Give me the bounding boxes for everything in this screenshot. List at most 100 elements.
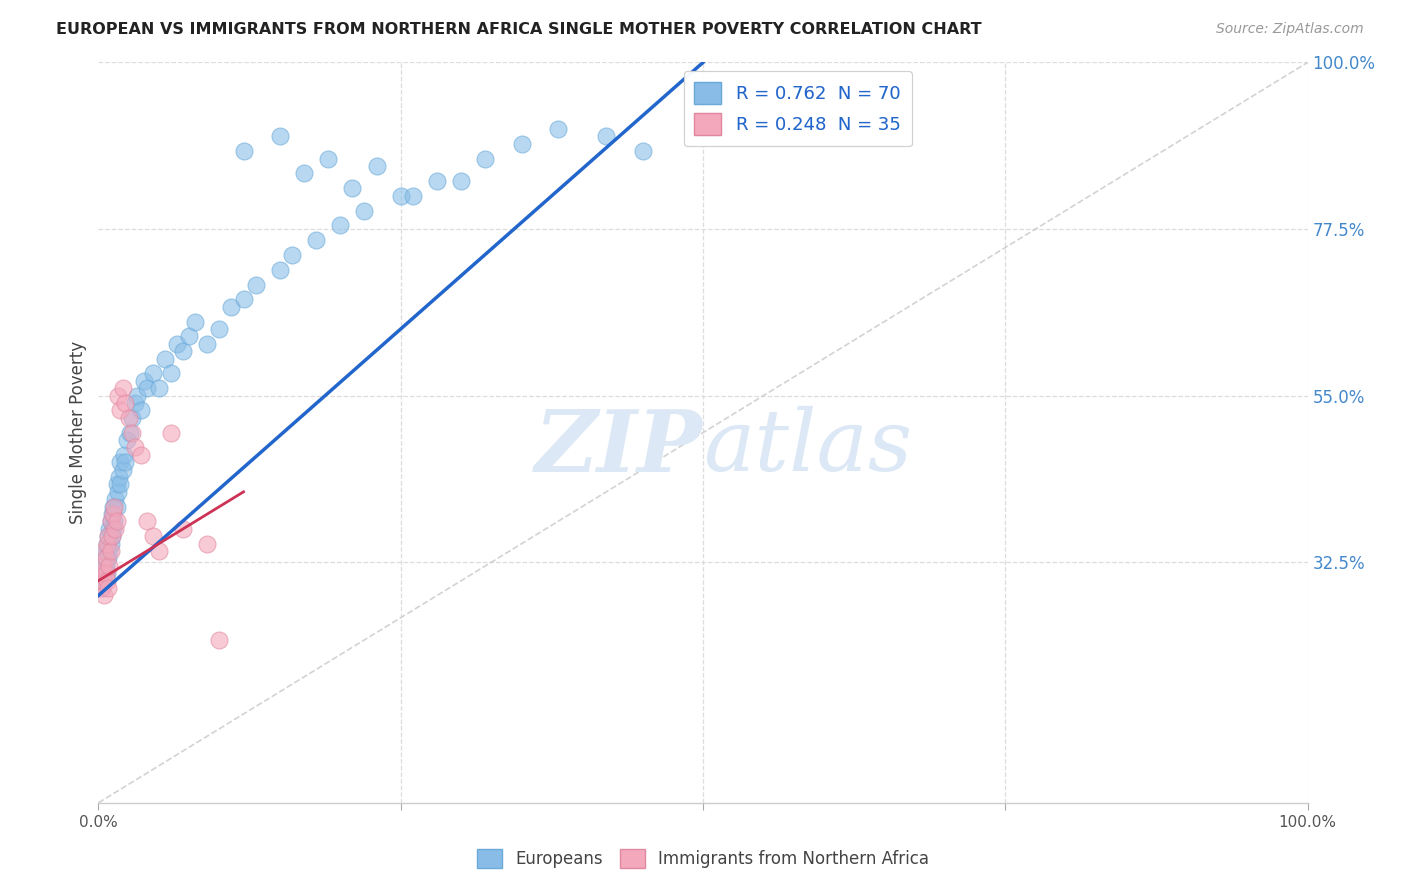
Point <box>329 219 352 233</box>
Point <box>172 344 194 359</box>
Point <box>195 536 218 550</box>
Point <box>342 181 364 195</box>
Text: atlas: atlas <box>703 406 912 489</box>
Point <box>450 174 472 188</box>
Point <box>96 536 118 550</box>
Point <box>101 507 124 521</box>
Point <box>129 403 152 417</box>
Point <box>142 367 165 381</box>
Point <box>118 410 141 425</box>
Point <box>96 566 118 581</box>
Point <box>232 145 254 159</box>
Point <box>91 581 114 595</box>
Point <box>111 462 134 476</box>
Point <box>547 122 569 136</box>
Point <box>195 336 218 351</box>
Point <box>91 566 114 581</box>
Point <box>118 425 141 440</box>
Point <box>103 515 125 529</box>
Point <box>100 536 122 550</box>
Point <box>100 529 122 543</box>
Point <box>108 477 131 491</box>
Point <box>100 507 122 521</box>
Point <box>105 515 128 529</box>
Point <box>426 174 449 188</box>
Point <box>117 433 139 447</box>
Point <box>184 314 207 328</box>
Point <box>114 455 136 469</box>
Point <box>93 574 115 588</box>
Point <box>98 522 121 536</box>
Point <box>94 551 117 566</box>
Point <box>100 515 122 529</box>
Point <box>366 159 388 173</box>
Point <box>97 551 120 566</box>
Point <box>101 522 124 536</box>
Point <box>316 152 339 166</box>
Y-axis label: Single Mother Poverty: Single Mother Poverty <box>69 341 87 524</box>
Point <box>108 403 131 417</box>
Point <box>474 152 496 166</box>
Point <box>160 425 183 440</box>
Point <box>114 396 136 410</box>
Point <box>166 336 188 351</box>
Point <box>91 566 114 581</box>
Point <box>103 500 125 514</box>
Point <box>96 574 118 588</box>
Point <box>108 455 131 469</box>
Point <box>631 145 654 159</box>
Point <box>98 544 121 558</box>
Point <box>96 536 118 550</box>
Point <box>281 248 304 262</box>
Legend: R = 0.762  N = 70, R = 0.248  N = 35: R = 0.762 N = 70, R = 0.248 N = 35 <box>683 71 911 146</box>
Point <box>172 522 194 536</box>
Point <box>100 544 122 558</box>
Point <box>94 544 117 558</box>
Text: EUROPEAN VS IMMIGRANTS FROM NORTHERN AFRICA SINGLE MOTHER POVERTY CORRELATION CH: EUROPEAN VS IMMIGRANTS FROM NORTHERN AFR… <box>56 22 981 37</box>
Point <box>124 441 146 455</box>
Point <box>93 544 115 558</box>
Point <box>105 477 128 491</box>
Point <box>208 322 231 336</box>
Point <box>104 522 127 536</box>
Point <box>91 574 114 588</box>
Point <box>510 136 533 151</box>
Point <box>142 529 165 543</box>
Point <box>127 388 149 402</box>
Point <box>91 558 114 573</box>
Point <box>232 293 254 307</box>
Point <box>402 188 425 202</box>
Point <box>107 388 129 402</box>
Point <box>124 396 146 410</box>
Point <box>105 500 128 514</box>
Point <box>94 558 117 573</box>
Point <box>305 233 328 247</box>
Point <box>93 551 115 566</box>
Point <box>112 448 135 462</box>
Point <box>245 277 267 292</box>
Point <box>208 632 231 647</box>
Point <box>111 381 134 395</box>
Point <box>121 410 143 425</box>
Point <box>153 351 176 366</box>
Point <box>98 558 121 573</box>
Point <box>100 529 122 543</box>
Point <box>97 581 120 595</box>
Point <box>389 188 412 202</box>
Point <box>94 566 117 581</box>
Text: Source: ZipAtlas.com: Source: ZipAtlas.com <box>1216 22 1364 37</box>
Point <box>221 300 243 314</box>
Point <box>134 374 156 388</box>
Point <box>129 448 152 462</box>
Point <box>101 500 124 514</box>
Point <box>135 515 157 529</box>
Point <box>93 589 115 603</box>
Point <box>135 381 157 395</box>
Point <box>97 529 120 543</box>
Point <box>595 129 617 144</box>
Point <box>148 381 170 395</box>
Point <box>100 515 122 529</box>
Point <box>292 166 315 180</box>
Point <box>353 203 375 218</box>
Point <box>104 492 127 507</box>
